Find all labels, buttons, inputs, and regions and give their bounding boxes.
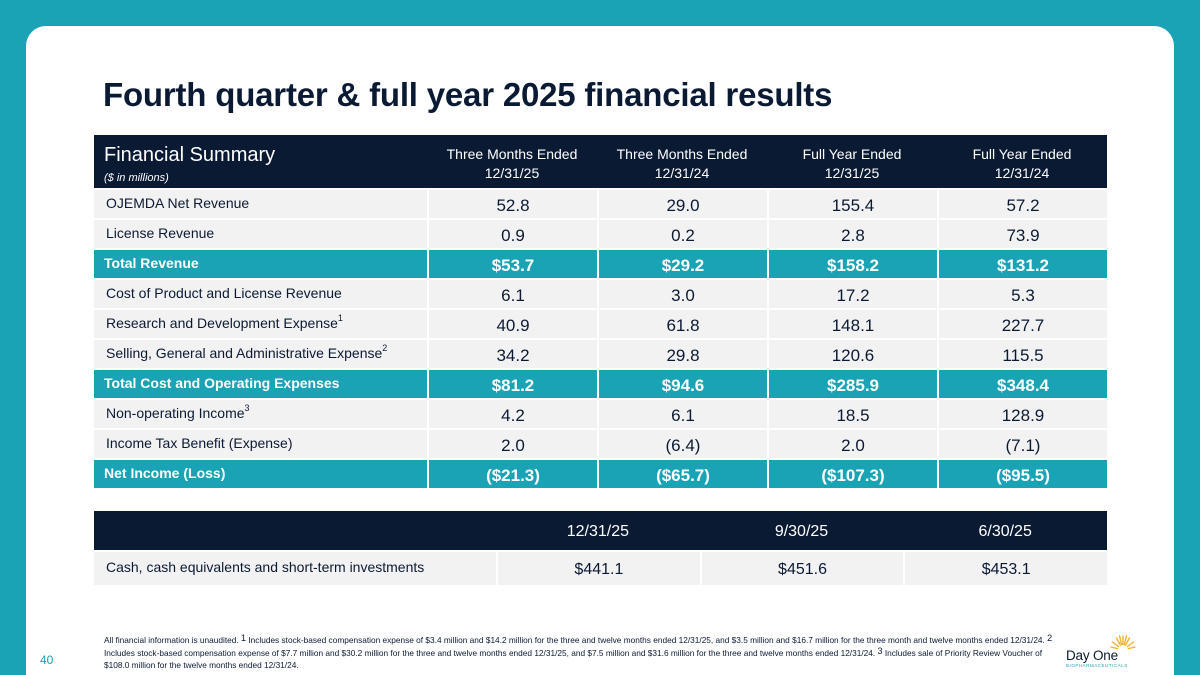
summary-header-label: Financial Summary ($ in millions) [94,135,427,188]
cell-value: 2.8 [767,218,937,248]
cash-header-row: 12/31/25 9/30/25 6/30/25 [94,511,1107,550]
footnote-marker: 3 [244,403,250,413]
logo-name: Day One [1066,648,1118,663]
column-header: Three Months Ended 12/31/25 [427,135,597,188]
cell-value: 227.7 [937,308,1107,338]
company-logo: Day One BIOPHARMACEUTICALS [1066,634,1146,668]
cell-value: 0.2 [597,218,767,248]
sun-icon [1110,635,1136,652]
row-label: Total Cost and Operating Expenses [94,368,427,398]
cell-value: 128.9 [937,398,1107,428]
row-label: License Revenue [94,218,427,248]
cell-value: $441.1 [496,550,700,585]
cell-value: 0.9 [427,218,597,248]
row-label: Cash, cash equivalents and short-term in… [94,550,497,585]
cell-value: $29.2 [597,248,767,278]
cell-value: 6.1 [597,398,767,428]
total-row: Total Revenue $53.7 $29.2 $158.2 $131.2 [94,248,1107,278]
cell-value: $131.2 [937,248,1107,278]
row-label: Cost of Product and License Revenue [94,278,427,308]
cell-value: ($65.7) [597,458,767,488]
cell-value: $451.6 [699,550,904,585]
column-header: 12/31/25 [496,511,700,550]
cell-value: 17.2 [767,278,937,308]
cell-value: ($95.5) [937,458,1107,488]
row-label: Selling, General and Administrative Expe… [94,338,427,368]
row-label: Total Revenue [94,248,427,278]
cell-value: 155.4 [767,188,937,218]
cell-value: $285.9 [767,368,937,398]
cell-value: 57.2 [937,188,1107,218]
total-row: Net Income (Loss) ($21.3) ($65.7) ($107.… [94,458,1107,488]
cell-value: 2.0 [427,428,597,458]
cell-value: (7.1) [937,428,1107,458]
column-header: Full Year Ended 12/31/25 [767,135,937,188]
cell-value: 148.1 [767,308,937,338]
page-number: 40 [40,653,54,667]
table-row: Selling, General and Administrative Expe… [94,338,1107,368]
cell-value: $158.2 [767,248,937,278]
logo-tagline: BIOPHARMACEUTICALS [1066,663,1128,668]
cash-table: 12/31/25 9/30/25 6/30/25 Cash, cash equi… [94,511,1107,585]
footnote-marker: 1 [337,313,343,323]
cell-value: 4.2 [427,398,597,428]
cell-value: $53.7 [427,248,597,278]
cell-value: 34.2 [427,338,597,368]
cell-value: $81.2 [427,368,597,398]
slide-title: Fourth quarter & full year 2025 financia… [103,76,833,113]
cell-value: 3.0 [597,278,767,308]
cell-value: 6.1 [427,278,597,308]
cash-header-blank [94,511,497,550]
cell-value: 29.8 [597,338,767,368]
footnote: All financial information is unaudited. … [104,633,1053,670]
footnote-marker: 2 [382,343,388,353]
row-label: Research and Development Expense1 [94,308,427,338]
financial-summary-table: Financial Summary ($ in millions) Three … [94,135,1107,488]
column-header: Three Months Ended 12/31/24 [597,135,767,188]
cell-value: 18.5 [767,398,937,428]
cell-value: 120.6 [767,338,937,368]
cell-value: (6.4) [597,428,767,458]
row-label: Income Tax Benefit (Expense) [94,428,427,458]
cell-value: 5.3 [937,278,1107,308]
cell-value: ($107.3) [767,458,937,488]
cell-value: $94.6 [597,368,767,398]
table-row: Non-operating Income3 4.2 6.1 18.5 128.9 [94,398,1107,428]
table-row: Cost of Product and License Revenue 6.1 … [94,278,1107,308]
cell-value: ($21.3) [427,458,597,488]
cell-value: 40.9 [427,308,597,338]
cell-value: $453.1 [903,550,1107,585]
row-label: OJEMDA Net Revenue [94,188,427,218]
cell-value: 73.9 [937,218,1107,248]
column-header: 6/30/25 [903,511,1107,550]
table-row: Research and Development Expense1 40.9 6… [94,308,1107,338]
cell-value: 2.0 [767,428,937,458]
table-row: OJEMDA Net Revenue 52.8 29.0 155.4 57.2 [94,188,1107,218]
table-row: License Revenue 0.9 0.2 2.8 73.9 [94,218,1107,248]
cell-value: 29.0 [597,188,767,218]
row-label: Non-operating Income3 [94,398,427,428]
table-row: Income Tax Benefit (Expense) 2.0 (6.4) 2… [94,428,1107,458]
cell-value: 61.8 [597,308,767,338]
cell-value: $348.4 [937,368,1107,398]
row-label: Net Income (Loss) [94,458,427,488]
summary-header-row: Financial Summary ($ in millions) Three … [94,135,1107,188]
table-row: Cash, cash equivalents and short-term in… [94,550,1107,585]
column-header: 9/30/25 [699,511,904,550]
cell-value: 52.8 [427,188,597,218]
summary-title: Financial Summary [104,144,276,166]
summary-subtitle: ($ in millions) [104,172,169,184]
column-header: Full Year Ended 12/31/24 [937,135,1107,188]
total-row: Total Cost and Operating Expenses $81.2 … [94,368,1107,398]
cell-value: 115.5 [937,338,1107,368]
